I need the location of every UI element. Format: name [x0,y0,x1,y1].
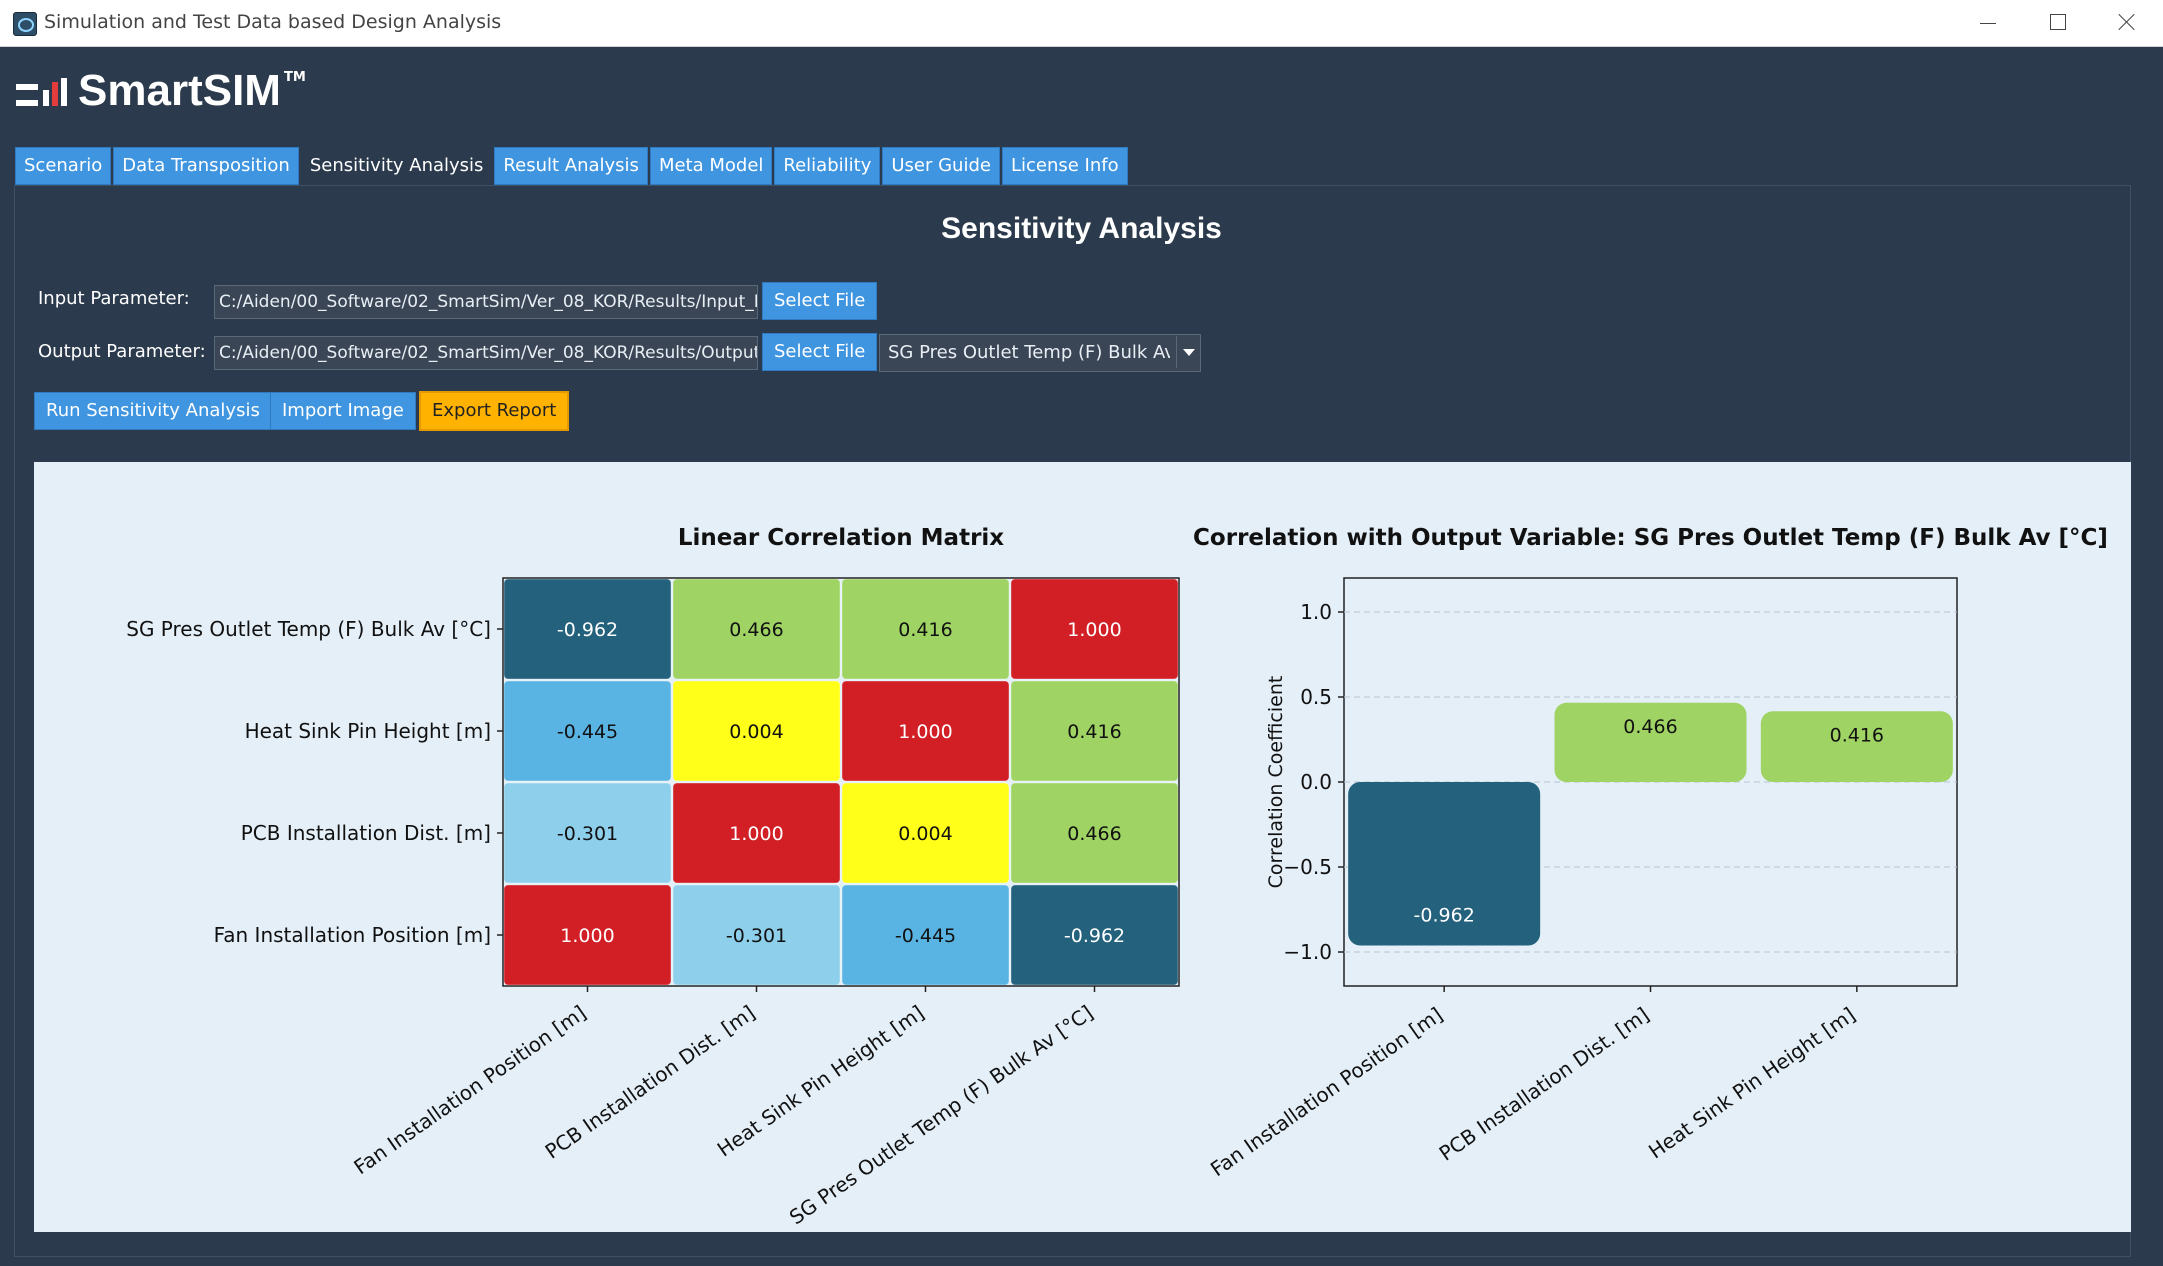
tab-user-guide[interactable]: User Guide [882,147,1000,185]
heatmap-cell [841,578,1010,680]
heatmap-frame [502,577,1180,987]
heatmap-cell-label: 1.000 [560,925,614,947]
bar-chart-xtick-label: Heat Sink Pin Height [m] [1644,1002,1860,1163]
heatmap-cell [1010,782,1179,884]
bar-value-label: 0.466 [1623,716,1677,738]
heatmap-xtick-label: SG Pres Outlet Temp (F) Bulk Av [°C] [785,1000,1098,1229]
heatmap-ytick-label: PCB Installation Dist. [m] [241,821,491,845]
heatmap-cell [672,782,841,884]
tab-data-transposition[interactable]: Data Transposition [113,147,299,185]
heatmap-cell-label: -0.445 [557,721,618,743]
bar [1760,711,1953,782]
import-image-button[interactable]: Import Image [270,392,416,430]
bar [1348,782,1541,946]
input-parameter-label: Input Parameter: [38,288,190,309]
run-sensitivity-analysis-button[interactable]: Run Sensitivity Analysis [34,392,272,430]
heatmap-title: Linear Correlation Matrix [678,525,1004,551]
heatmap-cell-label: -0.445 [895,925,956,947]
chevron-down-icon[interactable] [1176,336,1199,368]
app-icon [13,12,37,36]
heatmap-cell [672,884,841,986]
heatmap-cell-label: 0.416 [898,619,952,641]
bar-chart-xtick-label: PCB Installation Dist. [m] [1435,1002,1654,1165]
bar-chart-ytick-label: −1.0 [1283,940,1332,964]
window-titlebar: Simulation and Test Data based Design An… [0,0,2163,47]
heatmap-cell-label: -0.962 [1064,925,1125,947]
bar-chart-title: Correlation with Output Variable: SG Pre… [1193,525,2108,551]
output-parameter-path[interactable]: C:/Aiden/00_Software/02_SmartSim/Ver_08_… [214,336,758,370]
tab-result-analysis[interactable]: Result Analysis [494,147,648,185]
heatmap-cell-label: 1.000 [1067,619,1121,641]
logo-text: SmartSIM [78,66,281,115]
tab-scenario[interactable]: Scenario [15,147,112,185]
output-variable-value: SG Pres Outlet Temp (F) Bulk Av [°C] [888,342,1170,363]
bar-chart-ytick-label: −0.5 [1283,855,1332,879]
bar-chart-ytick-label: 0.0 [1300,770,1332,794]
output-select-file-button[interactable]: Select File [762,333,878,371]
heatmap-cell-label: 0.004 [729,721,783,743]
minimize-icon[interactable] [1965,6,2009,38]
heatmap-cell-label: -0.301 [726,925,787,947]
heatmap-cell [503,782,672,884]
heatmap-cell-label: 1.000 [898,721,952,743]
input-select-file-button[interactable]: Select File [762,282,878,320]
heatmap-cell-label: -0.962 [557,619,618,641]
export-report-button[interactable]: Export Report [419,391,570,431]
logo-tm: TM [284,70,306,85]
bar [1554,702,1747,782]
tab-sensitivity-analysis[interactable]: Sensitivity Analysis [300,147,493,185]
bar-chart-ytick-label: 0.5 [1300,685,1332,709]
heatmap-cell-label: 0.466 [729,619,783,641]
heatmap-cell-label: 0.416 [1067,721,1121,743]
heatmap-cell [1010,884,1179,986]
bar-chart-ylabel: Correlation Coefficient [1265,676,1287,889]
heatmap-cell [841,782,1010,884]
heatmap-cell [672,578,841,680]
heatmap-cell [503,578,672,680]
input-parameter-path[interactable]: C:/Aiden/00_Software/02_SmartSim/Ver_08_… [214,285,758,319]
bar-chart-xtick-label: Fan Installation Position [m] [1206,1002,1447,1181]
heatmap-cell-label: 0.466 [1067,823,1121,845]
heatmap-cell [841,680,1010,782]
heatmap-ytick-label: Fan Installation Position [m] [214,923,491,947]
logo-bars-icon [16,78,67,106]
heatmap-cell [503,680,672,782]
close-icon[interactable] [2105,6,2149,38]
tab-reliability[interactable]: Reliability [774,147,881,185]
tab-bar: Scenario Data Transposition Sensitivity An… [15,147,1130,185]
heatmap-cell [841,884,1010,986]
plots-svg: Linear Correlation Matrix -0.962 0.466 0.41… [126,525,2108,1229]
bar-chart-ytick-label: 1.0 [1300,600,1332,624]
tab-meta-model[interactable]: Meta Model [649,147,773,185]
heatmap-ytick-label: SG Pres Outlet Temp (F) Bulk Av [°C] [126,617,491,641]
output-variable-select[interactable]: SG Pres Outlet Temp (F) Bulk Av [°C] [879,334,1201,372]
bar-value-label: 0.416 [1830,724,1884,746]
heatmap-cell [503,884,672,986]
heatmap-cell-label: 0.004 [898,823,952,845]
tab-license-info[interactable]: License Info [1001,147,1128,185]
heatmap-ytick-label: Heat Sink Pin Height [m] [245,719,491,743]
heatmap-cell-label: -0.301 [557,823,618,845]
window-title: Simulation and Test Data based Design An… [44,11,502,33]
heatmap-cell [1010,680,1179,782]
page-title: Sensitivity Analysis [941,212,1222,245]
maximize-icon[interactable] [2035,6,2079,38]
bar-value-label: -0.962 [1414,905,1475,927]
heatmap-cell [672,680,841,782]
heatmap-cell [1010,578,1179,680]
plot-area: Linear Correlation Matrix -0.962 0.466 0.41… [34,462,2131,1232]
output-parameter-label: Output Parameter: [38,341,206,362]
heatmap-cell-label: 1.000 [729,823,783,845]
